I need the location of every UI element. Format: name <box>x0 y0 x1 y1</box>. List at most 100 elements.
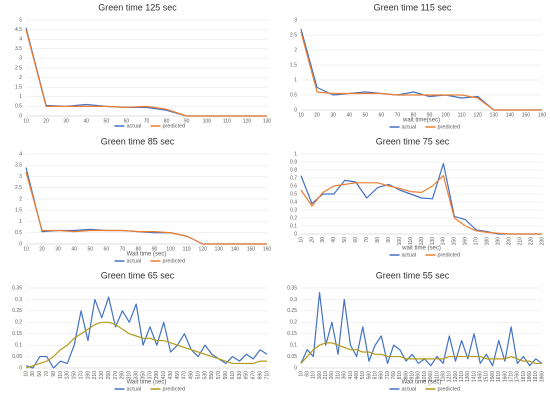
x-tick-label: 1960 <box>539 371 545 382</box>
y-tick-label: 0.9 <box>290 159 297 165</box>
x-tick-label: 760 <box>391 371 397 380</box>
y-tick-label: 0.25 <box>12 308 22 314</box>
x-tick-label: 190 <box>85 371 91 380</box>
y-tick-label: 0.35 <box>287 285 297 291</box>
y-tick-label: 0.1 <box>290 223 297 229</box>
chart-title: Green time 115 sec <box>374 2 452 12</box>
y-tick-label: 2 <box>19 196 22 202</box>
x-tick-label: 350 <box>140 371 146 380</box>
x-tick-label: 550 <box>209 371 215 380</box>
x-tick-label: 1360 <box>465 371 471 382</box>
legend-label: predicted <box>438 386 461 392</box>
y-tick-label: 0.5 <box>15 230 22 236</box>
x-tick-label: 510 <box>360 371 366 380</box>
x-tick-label: 40 <box>71 246 77 252</box>
y-tick-label: 1 <box>294 77 297 83</box>
x-tick-label: 1060 <box>428 371 434 382</box>
y-tick-label: 0 <box>294 365 297 371</box>
y-tick-label: 4 <box>19 151 22 157</box>
y-tick-label: 0.15 <box>287 331 297 337</box>
x-tick-label: 210 <box>92 371 98 380</box>
x-tick-label: 160 <box>538 112 547 118</box>
x-tick-label: 860 <box>403 371 409 380</box>
x-tick-label: 50 <box>342 237 348 243</box>
y-tick-label: 2.5 <box>290 32 297 38</box>
y-tick-label: 0.5 <box>15 104 22 110</box>
legend-label: actual <box>402 252 417 258</box>
x-tick-label: 100 <box>166 246 175 252</box>
x-tick-label: 1760 <box>515 371 521 382</box>
y-tick-label: 0 <box>19 365 22 371</box>
x-tick-label: 410 <box>348 371 354 380</box>
x-tick-label: 120 <box>243 118 252 124</box>
series-line <box>300 291 543 367</box>
x-tick-label: 50 <box>362 112 368 118</box>
x-tick-label: 450 <box>175 371 181 380</box>
x-tick-label: 140 <box>441 237 447 246</box>
x-tick-label: 100 <box>397 237 403 246</box>
y-tick-label: 0.2 <box>15 320 22 326</box>
x-tick-label: 150 <box>522 112 531 118</box>
x-axis-label: wait time (sec) <box>401 246 441 252</box>
x-tick-label: 90 <box>152 246 158 252</box>
x-tick-label: 210 <box>323 371 329 380</box>
x-axis-label: Wait time (sec) <box>402 380 442 386</box>
chart-title: Green time 85 sec <box>101 136 175 146</box>
y-tick-label: 0.4 <box>290 199 297 205</box>
x-tick-label: 1210 <box>447 371 453 382</box>
x-tick-label: 390 <box>154 371 160 380</box>
y-tick-label: 0 <box>19 241 22 247</box>
x-tick-label: 10 <box>298 237 304 243</box>
x-tick-label: 80 <box>136 246 142 252</box>
x-tick-label: 90 <box>184 118 190 124</box>
y-tick-label: 0.6 <box>290 183 297 189</box>
y-tick-label: 3.5 <box>15 46 22 52</box>
legend-label: predicted <box>438 124 461 130</box>
y-tick-label: 0.2 <box>290 320 297 326</box>
y-tick-label: 2 <box>19 75 22 81</box>
y-tick-label: 0.5 <box>290 92 297 98</box>
x-tick-label: 90 <box>386 237 392 243</box>
legend-label: actual <box>127 258 142 264</box>
y-tick-label: 0 <box>294 107 297 113</box>
x-tick-label: 710 <box>385 371 391 380</box>
chart-title: Green time 65 sec <box>101 270 175 280</box>
x-tick-label: 40 <box>331 237 337 243</box>
legend-label: actual <box>127 386 142 392</box>
x-tick-label: 1410 <box>471 371 477 382</box>
x-tick-label: 30 <box>63 118 69 124</box>
y-tick-label: 2 <box>294 47 297 53</box>
x-axis-label: Wait time (sec) <box>127 380 167 386</box>
x-tick-label: 670 <box>251 371 257 380</box>
y-tick-label: 2.5 <box>15 185 22 191</box>
y-tick-label: 4.5 <box>15 27 22 33</box>
y-tick-label: 0.2 <box>290 215 297 221</box>
x-tick-label: 50 <box>87 246 93 252</box>
x-axis-label: wait time(sec) <box>402 118 440 124</box>
y-tick-label: 0.1 <box>15 342 22 348</box>
x-tick-label: 30 <box>30 371 36 377</box>
x-tick-label: 570 <box>216 371 222 380</box>
x-tick-label: 10 <box>298 371 304 377</box>
x-tick-label: 270 <box>113 371 119 380</box>
x-tick-label: 150 <box>72 371 78 380</box>
legend-label: predicted <box>163 123 186 129</box>
x-tick-label: 100 <box>203 118 212 124</box>
x-tick-label: 20 <box>309 237 315 243</box>
x-tick-label: 110 <box>408 237 414 245</box>
x-tick-label: 1160 <box>440 371 446 382</box>
series-line <box>25 29 267 117</box>
series-line <box>25 321 267 369</box>
x-tick-label: 170 <box>474 237 480 246</box>
x-tick-label: 70 <box>44 371 50 377</box>
x-tick-label: 1610 <box>496 371 502 382</box>
x-tick-label: 90 <box>51 371 57 377</box>
x-tick-label: 80 <box>375 237 381 243</box>
x-tick-label: 630 <box>237 371 243 380</box>
series-line <box>25 171 267 245</box>
x-tick-label: 20 <box>314 112 320 118</box>
x-tick-label: 110 <box>311 371 317 379</box>
y-tick-label: 0.25 <box>287 308 297 314</box>
x-tick-label: 180 <box>485 237 491 246</box>
x-tick-label: 130 <box>65 371 71 380</box>
